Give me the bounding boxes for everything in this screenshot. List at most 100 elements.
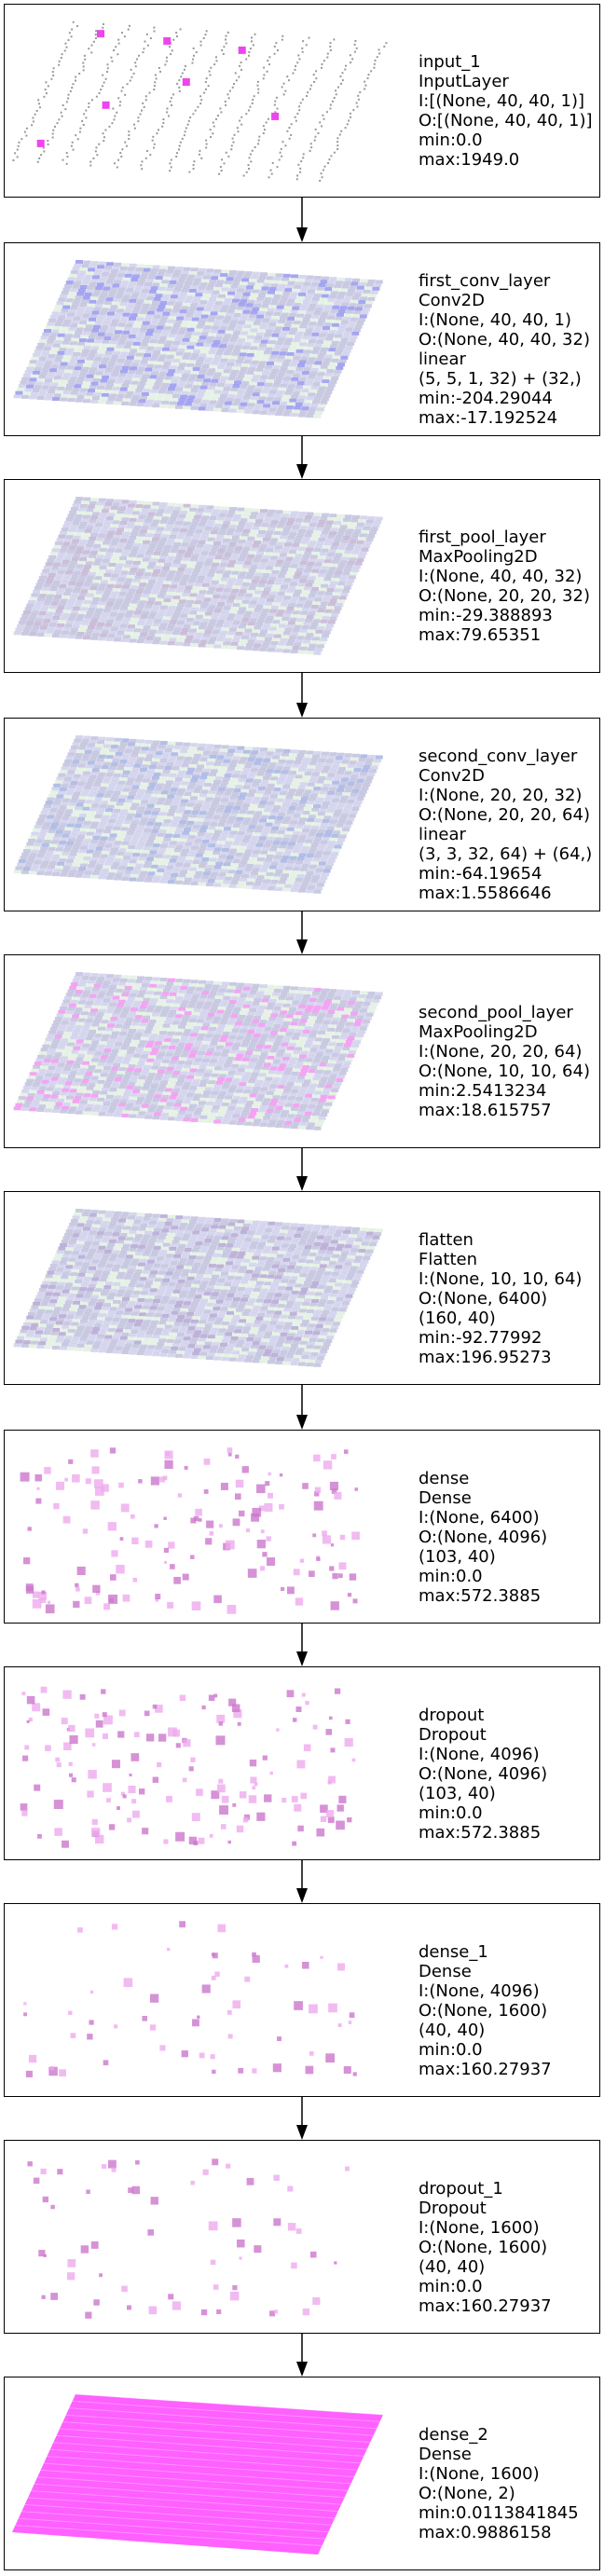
grid-cell	[245, 522, 254, 527]
grid-cell	[256, 754, 265, 759]
grid-cell	[38, 357, 47, 362]
grid-cell	[273, 752, 281, 756]
grid-cell	[110, 305, 118, 309]
grid-cell	[73, 334, 81, 338]
grid-cell	[185, 366, 193, 371]
grid-cell	[102, 832, 110, 837]
activation-dot	[23, 130, 26, 133]
grid-cell	[135, 285, 144, 290]
grid-cell	[111, 336, 119, 341]
grid-cell	[316, 576, 324, 581]
grid-cell	[171, 752, 179, 757]
grid-cell	[292, 391, 300, 396]
grid-cell	[207, 519, 215, 524]
grid-cell	[133, 763, 142, 768]
grid-cell	[280, 365, 288, 370]
grid-cell	[298, 749, 307, 754]
grid-cell	[206, 505, 214, 510]
grid-cell	[351, 295, 360, 300]
grid-cell	[183, 777, 190, 782]
grid-cell	[224, 791, 232, 796]
grid-cell	[337, 564, 346, 569]
grid-cell	[20, 380, 28, 385]
grid-cell	[280, 841, 288, 845]
grid-cell	[72, 624, 80, 629]
grid-cell	[271, 587, 280, 592]
activation-dot	[117, 158, 120, 161]
grid-cell	[213, 305, 221, 308]
grid-cell	[39, 389, 48, 393]
activation-dot	[329, 48, 332, 51]
grid-cell	[65, 553, 74, 557]
grid-cell	[280, 298, 288, 303]
grid-cell	[117, 595, 125, 599]
grid-cell	[350, 317, 358, 322]
grid-cell	[255, 367, 264, 372]
grid-cell	[249, 636, 257, 640]
grid-cell	[98, 498, 106, 502]
grid-cell	[77, 763, 86, 768]
grid-cell	[321, 347, 328, 351]
grid-cell	[139, 582, 147, 587]
grid-cell	[89, 774, 97, 779]
grid-cell	[124, 748, 132, 753]
activation-dot	[210, 136, 213, 139]
activation-dot	[64, 42, 67, 45]
grid-cell	[224, 281, 232, 285]
grid-cell	[303, 843, 311, 847]
grid-cell	[159, 741, 168, 746]
grid-cell	[167, 555, 175, 560]
activation-dot	[169, 46, 172, 48]
grid-cell	[211, 818, 219, 823]
layer-input: I:[(None, 40, 40, 1)]	[419, 91, 585, 111]
grid-cell	[183, 521, 191, 526]
grid-cell	[333, 830, 341, 835]
grid-cell	[344, 771, 352, 775]
activation-dot	[250, 40, 253, 43]
grid-cell	[161, 637, 170, 642]
grid-cell	[278, 520, 286, 525]
grid-cell	[252, 647, 260, 651]
grid-cell	[146, 821, 155, 826]
grid-cell	[258, 854, 267, 858]
grid-cell	[236, 596, 243, 600]
grid-cell	[195, 547, 203, 552]
grid-cell	[211, 343, 219, 348]
grid-cell	[281, 617, 290, 622]
grid-cell	[221, 627, 229, 632]
grid-cell	[199, 639, 208, 644]
activation-dot	[288, 79, 291, 82]
grid-cell	[323, 833, 332, 838]
grid-cell	[320, 840, 328, 844]
grid-cell	[132, 579, 141, 582]
grid-cell	[173, 610, 182, 614]
grid-cell	[214, 812, 223, 816]
grid-cell	[313, 414, 322, 418]
grid-cell	[309, 555, 318, 559]
activation-dot	[47, 85, 49, 88]
grid-cell	[249, 363, 257, 368]
grid-cell	[83, 497, 91, 501]
grid-cell	[316, 523, 324, 528]
grid-cell	[84, 749, 92, 754]
grid-cell	[150, 523, 158, 528]
grid-cell	[116, 362, 124, 366]
activation-dot	[326, 52, 329, 55]
grid-cell	[144, 843, 153, 847]
grid-cell	[320, 619, 328, 623]
grid-cell	[360, 754, 368, 759]
grid-cell	[246, 846, 254, 850]
grid-cell	[114, 516, 121, 521]
grid-cell	[152, 300, 159, 305]
grid-cell	[153, 515, 161, 520]
grid-cell	[72, 760, 80, 764]
grid-cell	[311, 569, 320, 573]
grid-cell	[300, 338, 309, 343]
activation-dot	[294, 68, 296, 71]
grid-cell	[242, 767, 251, 772]
grid-cell	[203, 361, 212, 365]
grid-cell	[82, 636, 90, 640]
grid-cell	[140, 596, 148, 601]
grid-cell	[325, 283, 334, 288]
grid-cell	[333, 320, 341, 324]
